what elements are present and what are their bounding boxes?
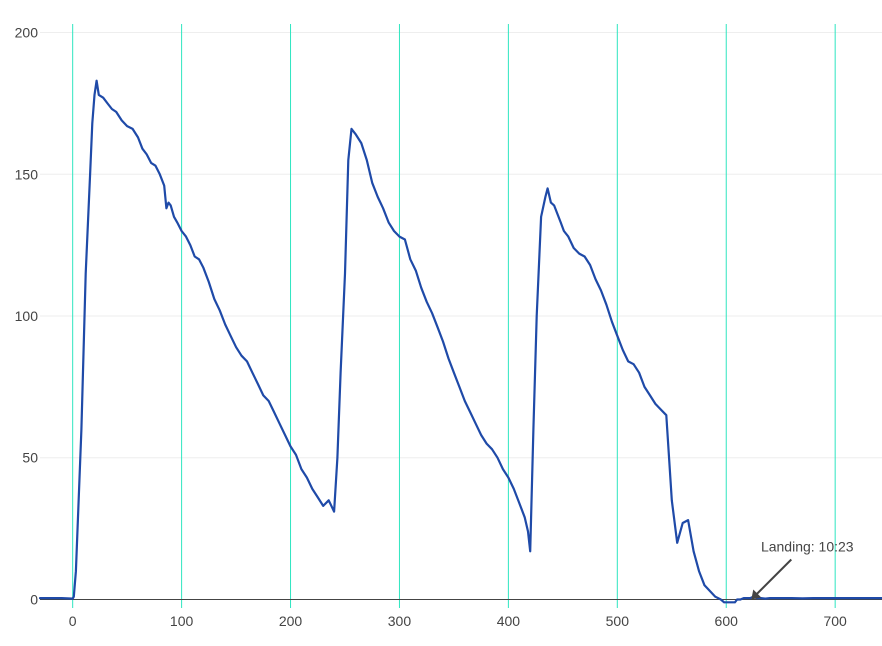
x-tick-label-100: 100 [170, 613, 194, 629]
x-tick-label-500: 500 [606, 613, 630, 629]
y-tick-label-200: 200 [15, 25, 39, 41]
y-tick-label-100: 100 [15, 308, 39, 324]
gridlines [40, 24, 882, 608]
annotation-arrowhead-0 [751, 589, 762, 600]
y-tick-label-150: 150 [15, 166, 39, 182]
series-line-0 [38, 79, 882, 604]
annotation-arrow-line-0 [755, 558, 792, 596]
annotation-layer: Landing: 10:23 [751, 538, 854, 600]
tick-labels: 0 50 100 150 200 0 100 200 300 400 500 600 700 [15, 25, 847, 629]
x-tick-label-400: 400 [497, 613, 521, 629]
x-tick-label-0: 0 [69, 613, 77, 629]
y-tick-label-50: 50 [22, 450, 38, 466]
series-layer [38, 79, 882, 604]
x-tick-label-700: 700 [823, 613, 847, 629]
annotation-label-0: Landing: 10:23 [761, 538, 854, 554]
x-tick-label-300: 300 [388, 613, 412, 629]
x-tick-label-600: 600 [715, 613, 739, 629]
x-tick-label-200: 200 [279, 613, 303, 629]
y-tick-label-0: 0 [30, 591, 38, 607]
